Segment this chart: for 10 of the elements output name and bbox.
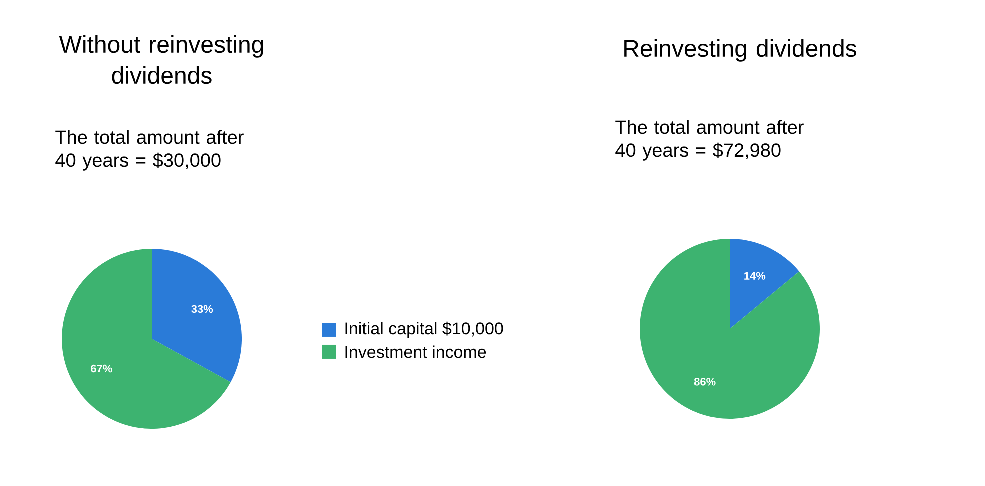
data-label: 86% <box>694 378 716 386</box>
legend-label: Investment income <box>346 346 486 358</box>
legend-label: Initial capital $10,000 <box>346 322 504 338</box>
chart-subtitle: The total amount after 40 years = $30,000 <box>56 130 244 171</box>
chart-title: Reinvesting dividends <box>624 40 856 62</box>
data-label: 14% <box>744 272 766 280</box>
chart-subtitle: The total amount after 40 years = $72,980 <box>616 120 804 161</box>
data-label: 67% <box>91 364 112 373</box>
chart-title: Without reinvesting dividends <box>59 36 264 84</box>
data-label: 33% <box>192 305 214 314</box>
